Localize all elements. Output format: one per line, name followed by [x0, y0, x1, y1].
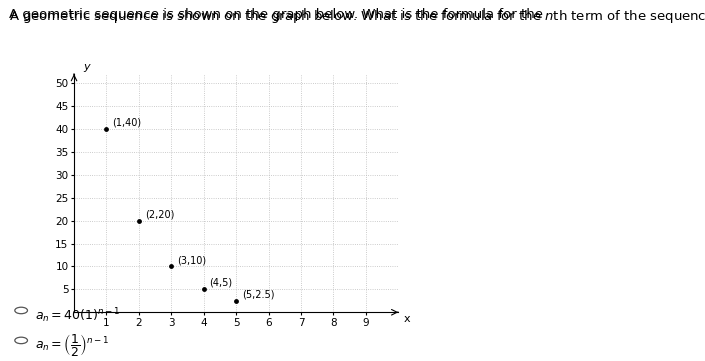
Text: $a_n = \left(\dfrac{1}{2}\right)^{n-1}$: $a_n = \left(\dfrac{1}{2}\right)^{n-1}$ — [35, 332, 110, 358]
Text: $a_n = 40(1)^{n-1}$: $a_n = 40(1)^{n-1}$ — [35, 306, 121, 325]
Text: (1,40): (1,40) — [112, 118, 142, 127]
Text: (3,10): (3,10) — [177, 255, 207, 265]
Text: (5,2.5): (5,2.5) — [242, 290, 274, 299]
Text: (2,20): (2,20) — [145, 209, 174, 219]
Text: A geometric sequence is shown on the graph below. What is the formula for the $\: A geometric sequence is shown on the gra… — [9, 8, 705, 25]
Text: (4,5): (4,5) — [209, 278, 233, 288]
Text: y: y — [84, 62, 90, 72]
Text: A geometric sequence is shown on the graph below. What is the formula for the: A geometric sequence is shown on the gra… — [9, 8, 547, 21]
Text: x: x — [403, 314, 410, 324]
